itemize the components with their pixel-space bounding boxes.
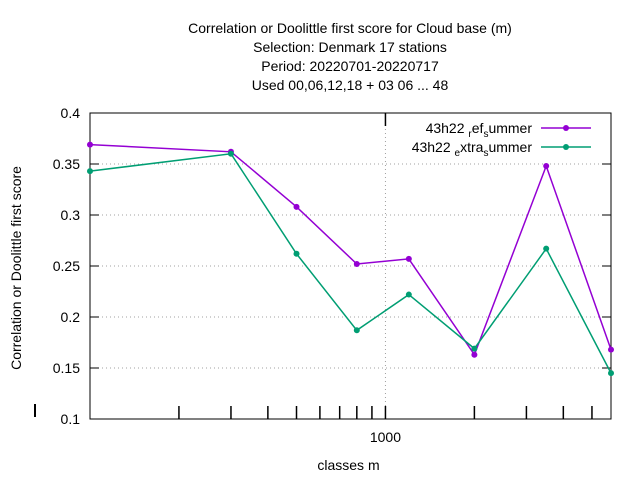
data-point — [471, 351, 478, 358]
title-line: Used 00,06,12,18 + 03 06 ... 48 — [252, 77, 449, 93]
data-point — [353, 260, 360, 267]
series-line-0 — [89, 143, 612, 357]
x-axis-label: classes m — [317, 457, 379, 473]
legend-label: 43h22 refsummer — [426, 120, 533, 140]
y-axis-label: Correlation or Doolittle first score — [8, 166, 24, 370]
chart-title: Correlation or Doolittle first score for… — [188, 20, 512, 93]
x-tick-label: 1000 — [370, 429, 401, 445]
data-point — [405, 255, 412, 262]
title-line: Correlation or Doolittle first score for… — [188, 20, 512, 36]
y-tick-label: 0.25 — [53, 258, 80, 274]
data-point — [227, 150, 234, 157]
data-point — [405, 291, 412, 298]
legend-marker — [563, 144, 569, 150]
y-tick-label: 0.4 — [61, 105, 81, 121]
data-point — [353, 327, 360, 334]
data-point — [87, 141, 93, 148]
legend-marker — [563, 125, 569, 131]
data-point — [87, 168, 93, 175]
axis-ticks: 0.1 0.15 0.2 0.25 0.3 0.35 0.4 1000 — [34, 105, 611, 445]
data-point — [608, 346, 614, 353]
series-group — [87, 141, 614, 377]
plot-frame — [89, 112, 612, 420]
data-point — [608, 370, 614, 377]
legend-label: 43h22 extrasummer — [412, 139, 533, 159]
data-point — [543, 245, 550, 252]
y-tick-label: 0.15 — [53, 360, 80, 376]
y-tick-label: 0.3 — [61, 207, 81, 223]
title-line: Period: 20220701-20220717 — [261, 58, 439, 74]
y-tick-label: 0.2 — [61, 309, 81, 325]
grid — [90, 113, 611, 419]
y-tick-label: 0.35 — [53, 156, 80, 172]
data-point — [293, 203, 300, 210]
title-line: Selection: Denmark 17 stations — [253, 39, 447, 55]
data-point — [471, 345, 478, 352]
data-point — [293, 250, 300, 257]
series-line-1 — [89, 152, 612, 374]
data-point — [543, 163, 550, 170]
y-tick-label: 0.1 — [61, 411, 81, 427]
